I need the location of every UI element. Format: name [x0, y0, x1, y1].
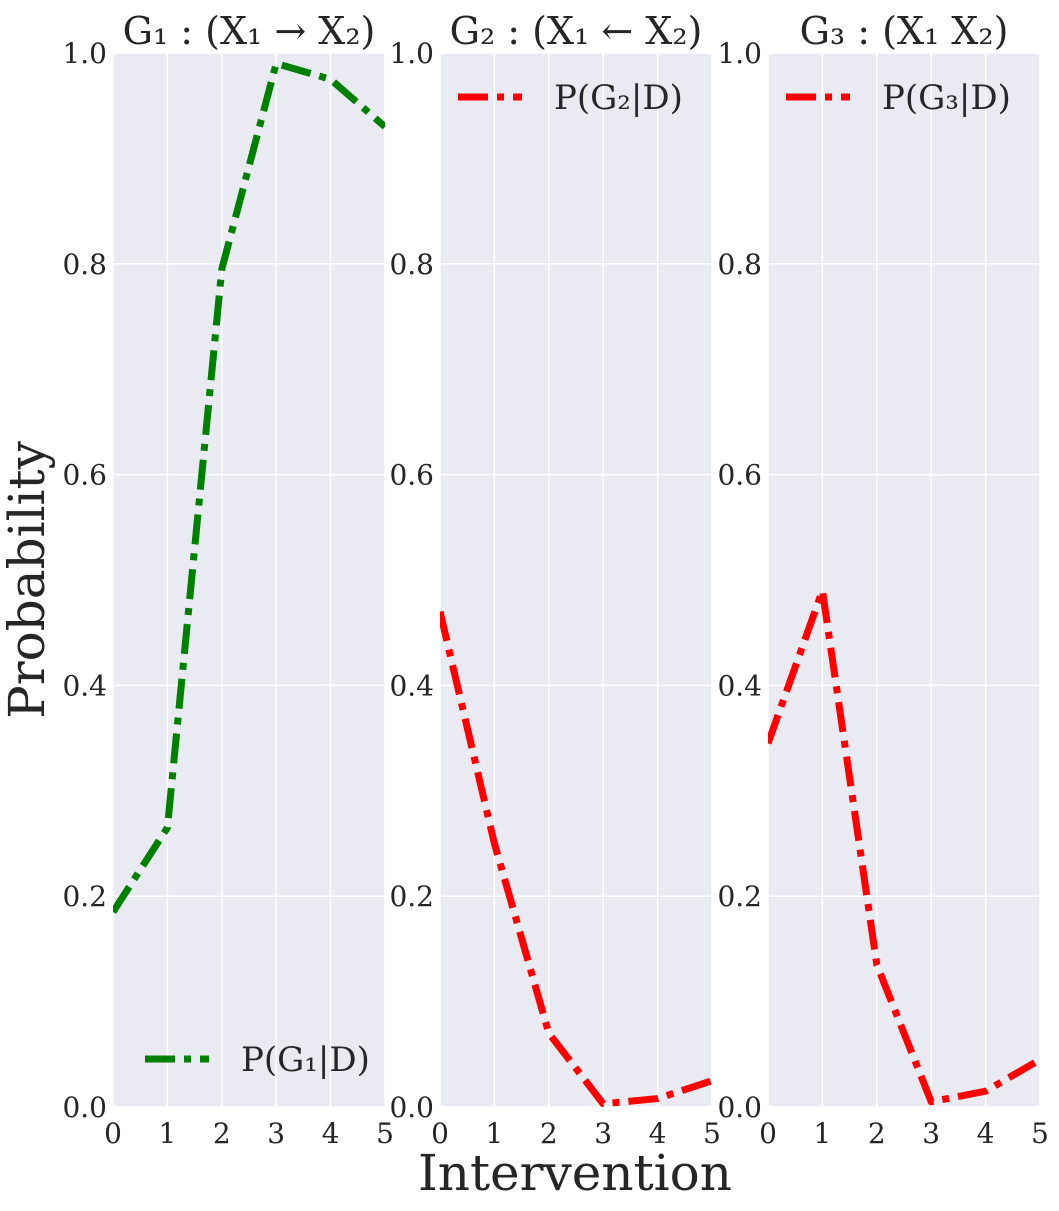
plot-background	[440, 53, 712, 1107]
y-tick-label: 0.4	[389, 669, 434, 702]
y-tick-label: 0.8	[717, 248, 762, 281]
y-tick-label: 0.0	[62, 1091, 107, 1124]
x-tick-label: 0	[759, 1117, 777, 1150]
y-axis-label: Probability	[0, 440, 56, 719]
y-tick-label: 0.6	[717, 459, 762, 492]
y-tick-label: 0.8	[389, 248, 434, 281]
x-tick-label: 2	[540, 1117, 558, 1150]
x-tick-label: 5	[1031, 1117, 1049, 1150]
x-tick-label: 1	[158, 1117, 176, 1150]
x-tick-label: 4	[322, 1117, 340, 1150]
x-tick-label: 1	[813, 1117, 831, 1150]
series-line	[440, 610, 712, 1107]
subplot-panels: 0 1 2 3 4 50.00.20.40.60.81.0G₁ : (X₁ → X₂)P(…	[62, 9, 1048, 1150]
y-tick-label: 0.6	[62, 459, 107, 492]
x-tick-label: 0	[431, 1117, 449, 1150]
subplot-3: 0 1 2 3 4 5 0.0 0.2 0.4 0.6 0.8 1.0 G₃ : (X₁ X₂) P(G₃…	[717, 9, 1048, 1150]
x-axis-label: Intervention	[418, 1144, 732, 1202]
y-tick-label: 0.0	[717, 1091, 762, 1124]
subplot-title: G₂ : (X₁ ← X₂)	[450, 9, 703, 53]
x-tick-label: 2	[868, 1117, 886, 1150]
legend-label: P(G₃|D)	[882, 78, 1011, 118]
series-line	[768, 587, 1040, 1106]
legend-label: P(G₂|D)	[554, 78, 683, 118]
x-tick-label: 5	[376, 1117, 394, 1150]
series-line	[113, 60, 385, 914]
x-tick-label: 3	[267, 1117, 285, 1150]
y-tick-label: 0.8	[62, 248, 107, 281]
x-tick-label: 4	[649, 1117, 667, 1150]
y-tick-label: 0.0	[389, 1091, 434, 1124]
x-tick-label: 3	[594, 1117, 612, 1150]
y-tick-label: 0.2	[62, 880, 107, 913]
subplot-title: G₃ : (X₁ X₂)	[800, 9, 1009, 53]
y-tick-label: 0.4	[717, 669, 762, 702]
y-tick-label: 1.0	[717, 37, 762, 70]
y-tick-label: 0.2	[717, 880, 762, 913]
x-tick-label: 0	[104, 1117, 122, 1150]
x-tick-label: 5	[703, 1117, 721, 1150]
legend-label: P(G₁|D)	[241, 1040, 370, 1080]
y-tick-label: 0.4	[62, 669, 107, 702]
y-tick-label: 1.0	[62, 37, 107, 70]
subplot-title: G₁ : (X₁ → X₂)	[123, 9, 376, 53]
plot-background	[768, 53, 1040, 1107]
x-tick-label: 2	[213, 1117, 231, 1150]
plot-background	[113, 53, 385, 1107]
x-tick-label: 1	[485, 1117, 503, 1150]
y-tick-label: 0.6	[389, 459, 434, 492]
y-tick-label: 1.0	[389, 37, 434, 70]
x-tick-label: 3	[922, 1117, 940, 1150]
y-tick-label: 0.2	[389, 880, 434, 913]
subplot-2: 0 1 2 3 4 5 0.0 0.2 0.4 0.6 0.8 1.0 G₂ : (X₁ ← X₂) P(…	[389, 9, 720, 1150]
subplot-1: 0 1 2 3 4 5 0.0 0.2 0.4 0.6 0.8 1.0 G₁ : (X₁ → X₂) P(…	[62, 9, 393, 1150]
x-tick-label: 4	[977, 1117, 995, 1150]
